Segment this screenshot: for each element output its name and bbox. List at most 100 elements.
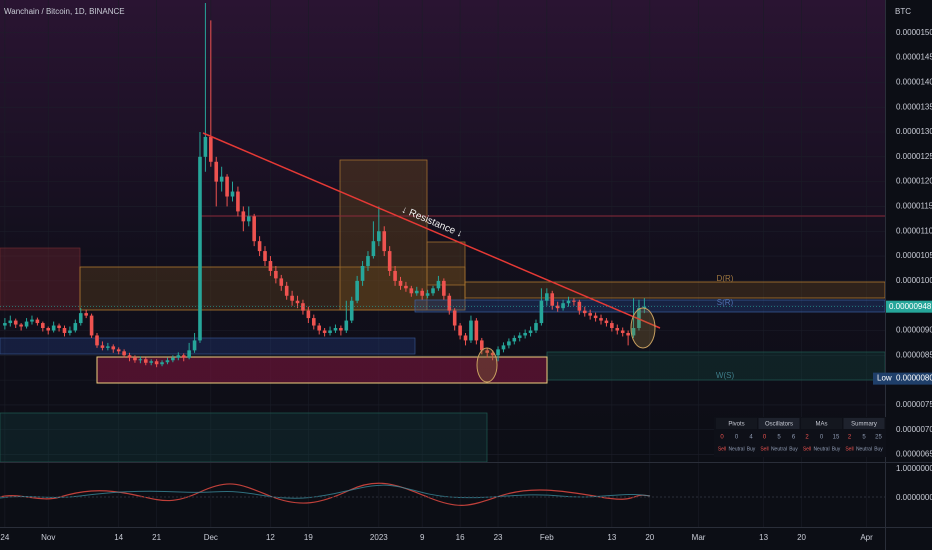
- candle-body: [610, 323, 614, 329]
- zone: [426, 241, 466, 286]
- candle-body: [420, 290, 424, 296]
- candle-body: [122, 351, 126, 356]
- candle-body: [138, 359, 143, 361]
- candle-body: [225, 176, 229, 197]
- x-tick-label: 19: [304, 533, 313, 542]
- candle-body: [366, 256, 370, 266]
- candle-body: [149, 361, 154, 363]
- x-tick-label: 13: [759, 533, 768, 542]
- candle-body: [214, 161, 219, 182]
- trend-line: [202, 132, 661, 329]
- rating-label: Buy: [747, 446, 756, 452]
- candle-body: [604, 320, 609, 324]
- candle-body: [333, 328, 338, 331]
- candle-body: [436, 280, 441, 289]
- candle-body: [463, 335, 468, 341]
- candle-body: [360, 265, 365, 281]
- x-tick-label: 13: [607, 533, 616, 542]
- candle-body: [51, 325, 56, 331]
- x-tick-label: 20: [797, 533, 806, 542]
- rating-label: Sell: [718, 446, 726, 452]
- candle-body: [371, 241, 376, 257]
- candle-body: [143, 359, 148, 363]
- candle-body: [68, 330, 72, 333]
- zones: [0, 159, 886, 463]
- candle-body: [100, 345, 105, 348]
- candle-body: [588, 313, 592, 316]
- candle-body: [203, 136, 208, 157]
- zone: [0, 247, 81, 311]
- candle-body: [236, 191, 240, 212]
- candle-body: [566, 300, 571, 304]
- candle-body: [349, 300, 354, 321]
- x-tick-label: Mar: [692, 533, 706, 542]
- rating-count: 0: [735, 435, 739, 441]
- candle-body: [230, 191, 235, 197]
- low-tag: [873, 372, 932, 385]
- zone: [464, 281, 886, 299]
- candle-body: [30, 319, 34, 322]
- zone: [0, 412, 488, 463]
- rating-label: Buy: [789, 446, 798, 452]
- candle-body: [46, 328, 51, 331]
- x-tick-label: 20: [645, 533, 654, 542]
- rating-count: 15: [833, 435, 840, 441]
- rating-count: 5: [777, 435, 781, 441]
- candle-body: [479, 340, 484, 351]
- candle-body: [279, 278, 284, 286]
- candle-body: [116, 349, 121, 352]
- price-axis: [885, 0, 932, 550]
- candle-body: [89, 315, 94, 336]
- rating-label: Sell: [803, 446, 811, 452]
- candle-body: [133, 357, 137, 361]
- ratings-header-bg: [716, 418, 757, 429]
- candle-body: [219, 176, 224, 182]
- candle-body: [165, 360, 170, 363]
- indicator-line: [0, 482, 651, 506]
- last-price-tag: [886, 300, 932, 313]
- y-tick-label: 0.00000650: [896, 450, 932, 459]
- indicator: [0, 482, 885, 506]
- candle-body: [252, 216, 256, 242]
- candle-body: [620, 330, 625, 333]
- x-tick-label: Dec: [204, 533, 218, 542]
- candle-body: [41, 323, 45, 329]
- candle-body: [501, 345, 506, 350]
- candle-body: [344, 320, 349, 331]
- candle-body: [317, 325, 322, 331]
- last-price-label: 0.00000948: [889, 302, 932, 311]
- candle-body: [257, 241, 262, 252]
- candle-body: [284, 285, 289, 296]
- ratings-header: Summary: [851, 422, 877, 428]
- candle-body: [442, 280, 446, 296]
- candle-body: [496, 349, 500, 356]
- candle-body: [176, 355, 181, 358]
- candle-body: [507, 341, 511, 346]
- x-tick-label: Apr: [860, 533, 873, 542]
- x-tick-label: 23: [494, 533, 503, 542]
- candle-body: [458, 325, 462, 336]
- candle-body: [268, 261, 273, 271]
- candle-body: [528, 330, 533, 333]
- candle-body: [127, 355, 132, 358]
- candle-body: [274, 270, 278, 279]
- candle-body: [642, 306, 647, 309]
- candle-body: [582, 310, 587, 314]
- candle-body: [3, 323, 7, 326]
- rating-label: Sell: [845, 446, 853, 452]
- candle-body: [241, 211, 246, 222]
- candle-body: [490, 352, 495, 356]
- candle-body: [545, 293, 549, 301]
- zone: [414, 299, 886, 313]
- candle-body: [593, 315, 598, 319]
- candle-body: [447, 295, 452, 311]
- annotation: S(R): [717, 298, 734, 307]
- rating-count: 0: [820, 435, 824, 441]
- candle-body: [615, 328, 620, 331]
- candle-body: [577, 301, 582, 311]
